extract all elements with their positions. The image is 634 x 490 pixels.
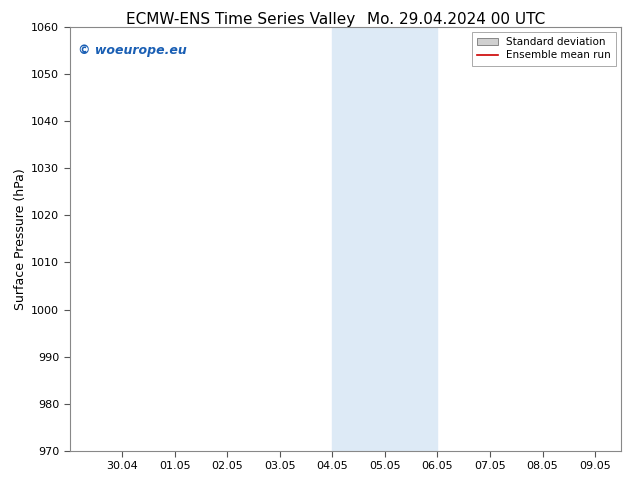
Text: ECMW-ENS Time Series Valley: ECMW-ENS Time Series Valley: [126, 12, 356, 27]
Bar: [332, 27, 437, 451]
Legend: Standard deviation, Ensemble mean run: Standard deviation, Ensemble mean run: [472, 32, 616, 66]
Text: Mo. 29.04.2024 00 UTC: Mo. 29.04.2024 00 UTC: [367, 12, 546, 27]
Text: © woeurope.eu: © woeurope.eu: [78, 44, 187, 57]
Y-axis label: Surface Pressure (hPa): Surface Pressure (hPa): [14, 168, 27, 310]
